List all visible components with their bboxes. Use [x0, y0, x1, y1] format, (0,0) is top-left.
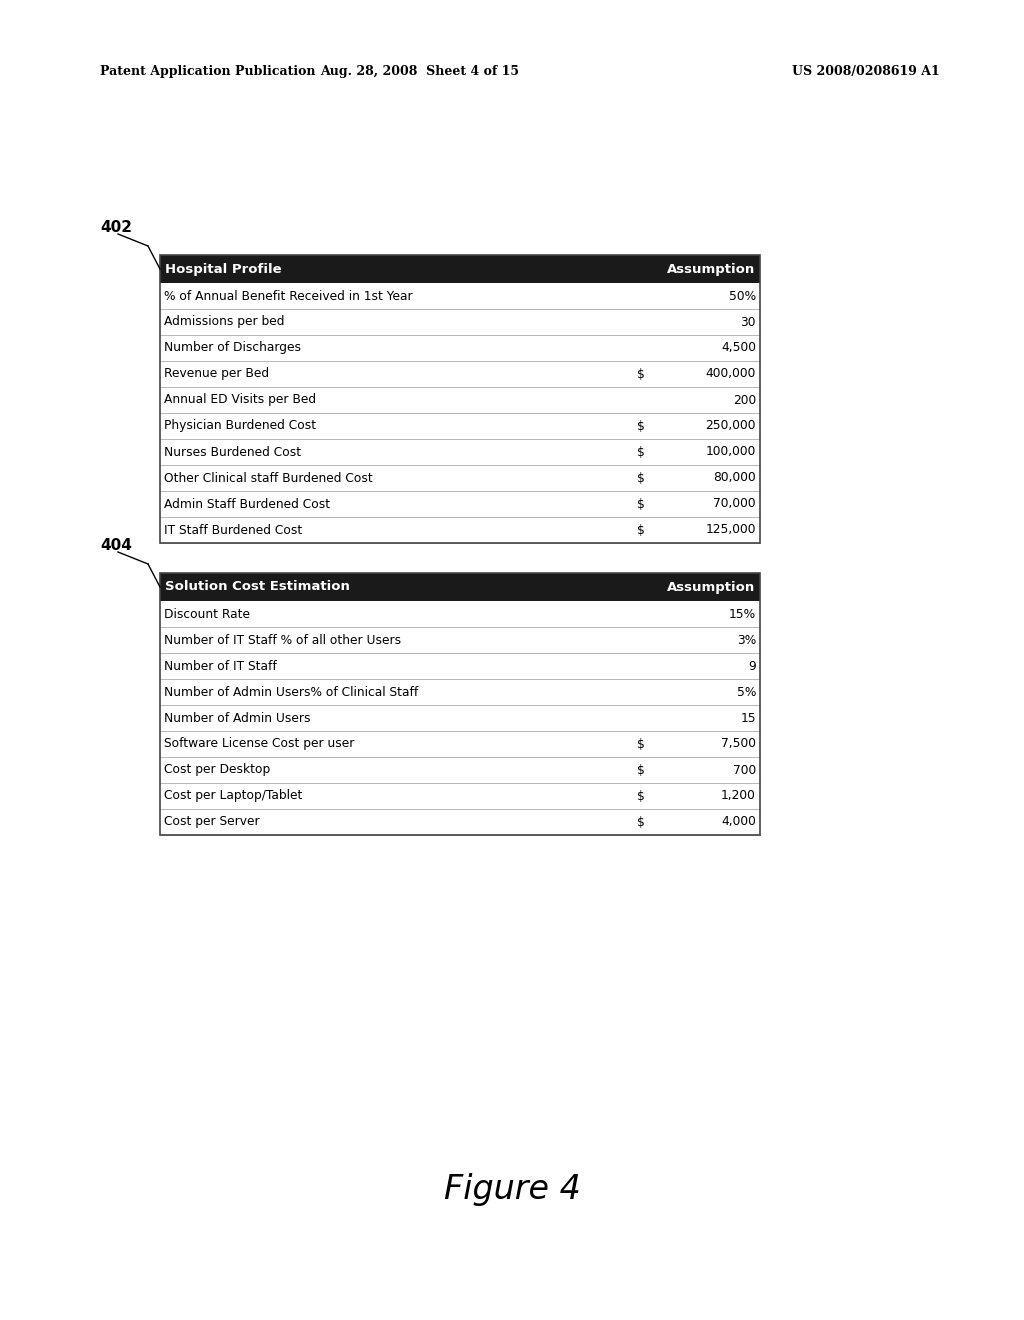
Text: 4,500: 4,500: [721, 342, 756, 355]
Text: Cost per Laptop/Tablet: Cost per Laptop/Tablet: [164, 789, 302, 803]
Bar: [160, 517, 760, 543]
Text: 15: 15: [740, 711, 756, 725]
Text: $: $: [637, 738, 645, 751]
Text: Nurses Burdened Cost: Nurses Burdened Cost: [164, 446, 301, 458]
Text: Admissions per bed: Admissions per bed: [164, 315, 285, 329]
Text: Physician Burdened Cost: Physician Burdened Cost: [164, 420, 316, 433]
Text: Number of Admin Users% of Clinical Staff: Number of Admin Users% of Clinical Staff: [164, 685, 418, 698]
Text: Assumption: Assumption: [667, 263, 755, 276]
Bar: [160, 601, 760, 627]
Text: Revenue per Bed: Revenue per Bed: [164, 367, 269, 380]
Text: Hospital Profile: Hospital Profile: [165, 263, 282, 276]
Bar: [160, 756, 760, 783]
Text: 402: 402: [100, 220, 132, 235]
Text: $: $: [637, 789, 645, 803]
Bar: [160, 491, 760, 517]
Text: Software License Cost per user: Software License Cost per user: [164, 738, 354, 751]
Bar: [160, 255, 760, 282]
Text: 80,000: 80,000: [714, 471, 756, 484]
Bar: [160, 440, 760, 465]
Bar: [160, 573, 760, 601]
Bar: [160, 309, 760, 335]
Text: Annual ED Visits per Bed: Annual ED Visits per Bed: [164, 393, 316, 407]
Text: IT Staff Burdened Cost: IT Staff Burdened Cost: [164, 524, 302, 536]
Bar: [160, 627, 760, 653]
Text: 70,000: 70,000: [714, 498, 756, 511]
Text: 9: 9: [749, 660, 756, 672]
Bar: [160, 809, 760, 836]
Text: Patent Application Publication: Patent Application Publication: [100, 66, 315, 78]
Bar: [160, 573, 760, 836]
Text: $: $: [637, 763, 645, 776]
Text: 1,200: 1,200: [721, 789, 756, 803]
Text: 5%: 5%: [736, 685, 756, 698]
Text: US 2008/0208619 A1: US 2008/0208619 A1: [793, 66, 940, 78]
Bar: [160, 783, 760, 809]
Bar: [160, 255, 760, 543]
Text: 125,000: 125,000: [706, 524, 756, 536]
Text: Assumption: Assumption: [667, 581, 755, 594]
Text: 30: 30: [740, 315, 756, 329]
Text: Discount Rate: Discount Rate: [164, 607, 250, 620]
Bar: [160, 360, 760, 387]
Text: $: $: [637, 471, 645, 484]
Text: 700: 700: [733, 763, 756, 776]
Text: % of Annual Benefit Received in 1st Year: % of Annual Benefit Received in 1st Year: [164, 289, 413, 302]
Text: $: $: [637, 420, 645, 433]
Text: $: $: [637, 446, 645, 458]
Text: $: $: [637, 524, 645, 536]
Text: 250,000: 250,000: [706, 420, 756, 433]
Text: 400,000: 400,000: [706, 367, 756, 380]
Text: Other Clinical staff Burdened Cost: Other Clinical staff Burdened Cost: [164, 471, 373, 484]
Text: 7,500: 7,500: [721, 738, 756, 751]
Text: Number of IT Staff % of all other Users: Number of IT Staff % of all other Users: [164, 634, 401, 647]
Bar: [160, 653, 760, 678]
Bar: [160, 705, 760, 731]
Bar: [160, 731, 760, 756]
Text: Number of Admin Users: Number of Admin Users: [164, 711, 310, 725]
Bar: [160, 335, 760, 360]
Text: Figure 4: Figure 4: [443, 1173, 581, 1206]
Text: 404: 404: [100, 539, 132, 553]
Text: Cost per Server: Cost per Server: [164, 816, 260, 829]
Text: Aug. 28, 2008  Sheet 4 of 15: Aug. 28, 2008 Sheet 4 of 15: [321, 66, 519, 78]
Bar: [160, 465, 760, 491]
Text: Solution Cost Estimation: Solution Cost Estimation: [165, 581, 350, 594]
Bar: [160, 282, 760, 309]
Bar: [160, 387, 760, 413]
Text: 100,000: 100,000: [706, 446, 756, 458]
Text: 200: 200: [733, 393, 756, 407]
Text: 50%: 50%: [729, 289, 756, 302]
Text: 3%: 3%: [736, 634, 756, 647]
Text: $: $: [637, 367, 645, 380]
Text: $: $: [637, 816, 645, 829]
Text: 4,000: 4,000: [721, 816, 756, 829]
Text: Number of Discharges: Number of Discharges: [164, 342, 301, 355]
Text: 15%: 15%: [729, 607, 756, 620]
Bar: [160, 413, 760, 440]
Text: Cost per Desktop: Cost per Desktop: [164, 763, 270, 776]
Bar: [160, 678, 760, 705]
Text: Admin Staff Burdened Cost: Admin Staff Burdened Cost: [164, 498, 330, 511]
Text: $: $: [637, 498, 645, 511]
Text: Number of IT Staff: Number of IT Staff: [164, 660, 276, 672]
